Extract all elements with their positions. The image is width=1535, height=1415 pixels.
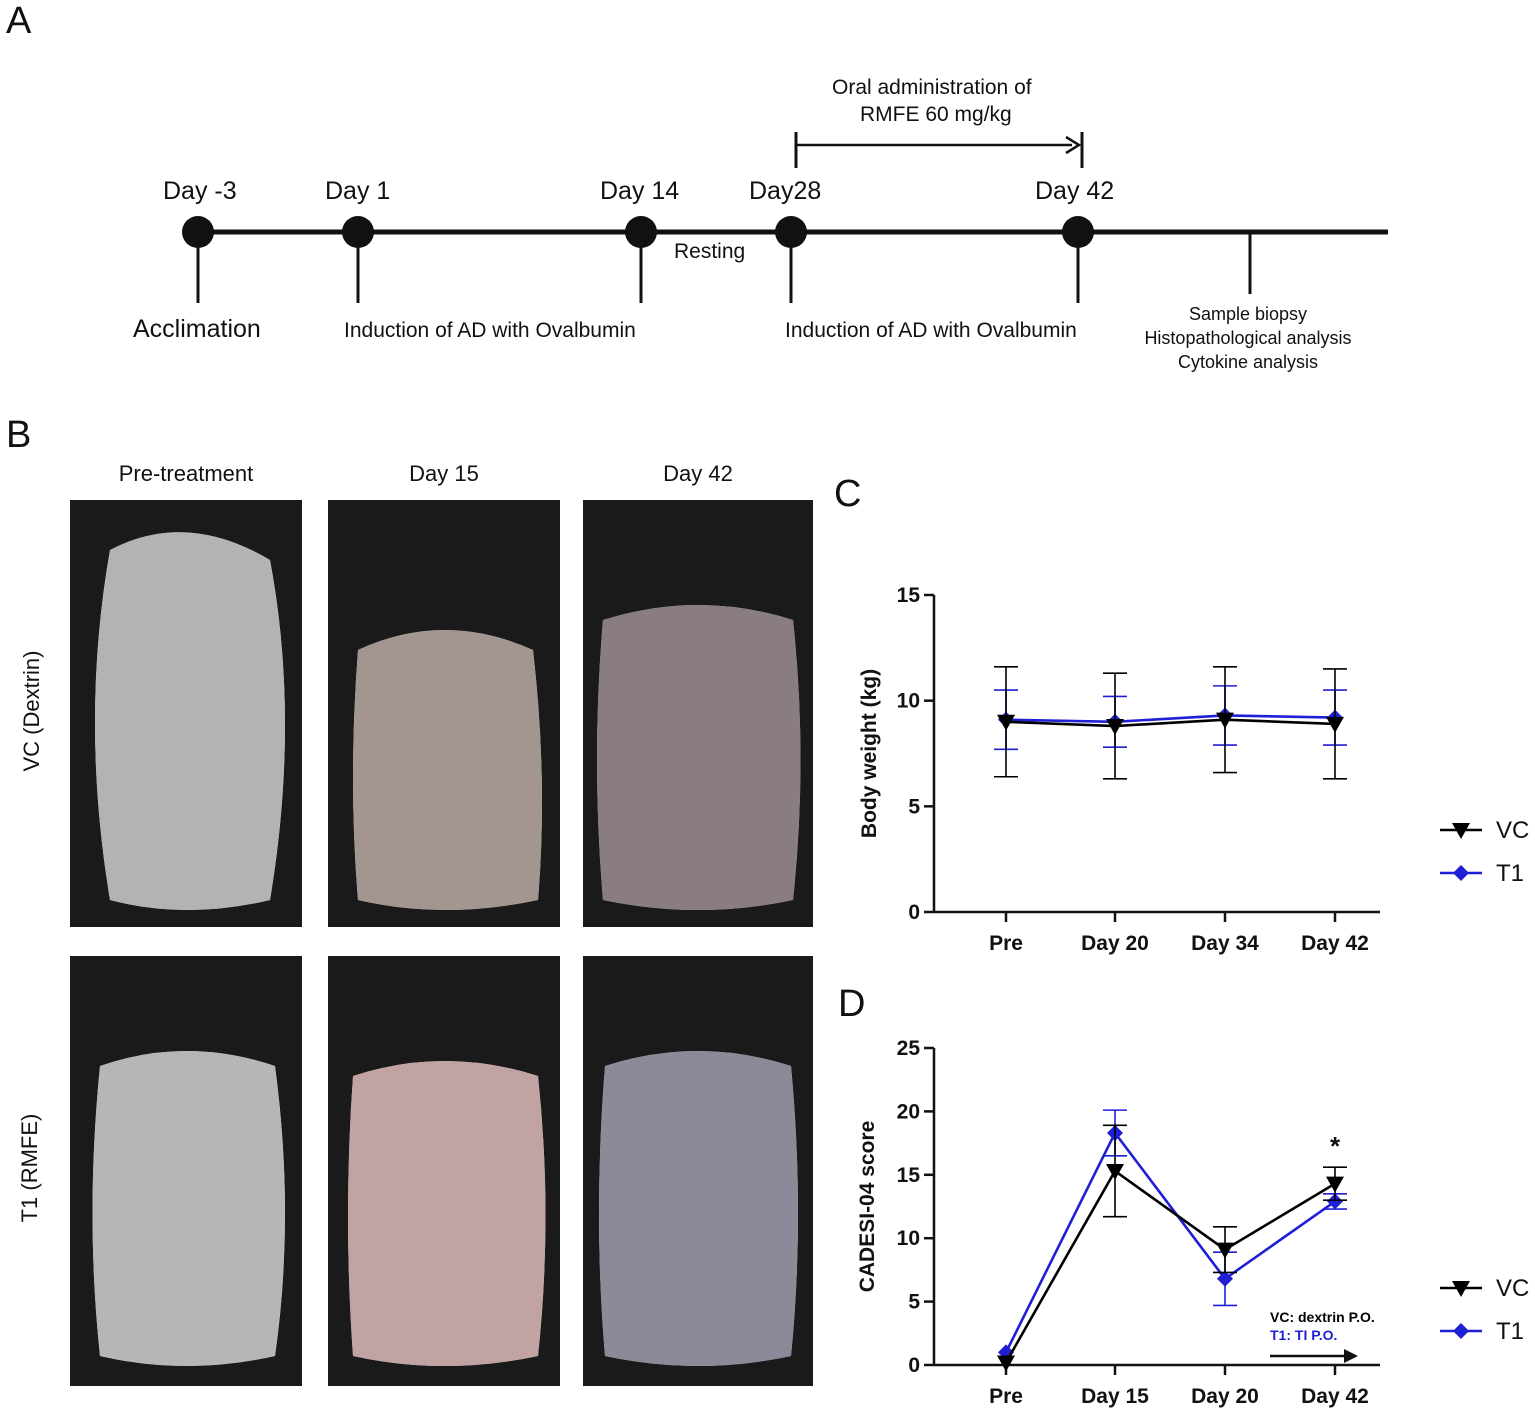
oral-administration-line1: Oral administration of <box>832 76 1032 99</box>
row-label-t1: T1 (RMFE) <box>17 1113 42 1223</box>
legend-marker-vc <box>1452 1281 1470 1297</box>
panel-a-label: A <box>6 0 32 42</box>
induction-label-2: Induction of AD with Ovalbumin <box>785 319 1077 342</box>
legend-marker-vc <box>1452 823 1470 839</box>
cytokine-label: Cytokine analysis <box>1177 352 1319 372</box>
x-tick-label: Day 42 <box>1301 1385 1369 1408</box>
y-tick-label: 25 <box>897 1037 921 1060</box>
body-weight-chart: 0 5 10 15 Pre Day 20 Day 34 Day 42 Body weight (… <box>858 584 1529 955</box>
photo-t1-pretreatment <box>70 956 302 1386</box>
resting-label: Resting <box>674 240 746 263</box>
histopathology-label: Histopathological analysis <box>1144 328 1352 348</box>
series-line-t1 <box>1004 1130 1336 1353</box>
y-axis-label: CADESI-04 score <box>856 1121 879 1293</box>
data-point-t1 <box>1217 1270 1233 1287</box>
photo-vc-day42 <box>583 500 813 927</box>
sample-biopsy-label: Sample biopsy <box>1188 304 1308 324</box>
photo-t1-day42 <box>583 956 813 1386</box>
y-axis-label: Body weight (kg) <box>858 669 881 838</box>
column-title-day15: Day 15 <box>409 461 479 486</box>
x-tick-label: Pre <box>989 932 1023 955</box>
y-tick-label: 15 <box>897 1164 921 1187</box>
day28-label: Day28 <box>749 177 822 205</box>
y-tick-label: 20 <box>897 1100 920 1123</box>
y-tick-label: 10 <box>897 1227 920 1250</box>
note-t1: T1: TI P.O. <box>1270 1327 1337 1343</box>
timeline-dot-day28 <box>775 216 807 248</box>
data-point-vc <box>1216 712 1234 729</box>
column-title-day42: Day 42 <box>663 461 733 486</box>
data-point-t1 <box>1327 1193 1343 1210</box>
induction-label-1: Induction of AD with Ovalbumin <box>344 319 636 342</box>
series-line-vc <box>1005 718 1336 728</box>
data-point-vc <box>997 714 1015 731</box>
panel-b-label: B <box>6 414 32 456</box>
y-tick-label: 10 <box>897 690 920 713</box>
timeline-dot-day14 <box>625 216 657 248</box>
x-tick-label: Day 20 <box>1191 1385 1259 1408</box>
x-tick-label: Day 34 <box>1191 932 1259 955</box>
data-point-vc <box>997 1355 1015 1372</box>
timeline-dot-day-minus3 <box>182 216 214 248</box>
treatment-arrow-head <box>1344 1349 1358 1363</box>
timeline-dot-day1 <box>342 216 374 248</box>
legend-label-t1: T1 <box>1496 1318 1524 1345</box>
day42-label: Day 42 <box>1035 177 1115 205</box>
day14-label: Day 14 <box>600 177 680 205</box>
x-tick-label: Day 15 <box>1081 1385 1149 1408</box>
day1-label: Day 1 <box>325 177 391 205</box>
note-vc: VC: dextrin P.O. <box>1270 1309 1375 1325</box>
y-tick-label: 15 <box>897 584 921 607</box>
timeline-graphic <box>182 132 1388 303</box>
legend-marker-t1 <box>1453 1323 1469 1339</box>
legend-label-vc: VC <box>1496 1275 1529 1302</box>
row-label-vc: VC (Dextrin) <box>19 650 44 772</box>
panel-c-label: C <box>834 473 862 515</box>
cadesi-chart: 0 5 10 15 20 25 Pre Day 15 Day 20 Day 42 CADESI-04… <box>856 1037 1529 1408</box>
y-tick-label: 0 <box>908 901 920 924</box>
photo-t1-day15 <box>328 956 560 1386</box>
legend-label-vc: VC <box>1496 817 1529 844</box>
photo-vc-day15 <box>328 500 560 927</box>
x-tick-label: Pre <box>989 1385 1023 1408</box>
y-tick-label: 0 <box>908 1354 920 1377</box>
acclimation-label: Acclimation <box>133 315 261 343</box>
panel-d-label: D <box>838 983 866 1025</box>
legend-marker-t1 <box>1453 865 1469 881</box>
data-point-vc <box>1326 1176 1344 1193</box>
day-minus3-label: Day -3 <box>163 177 237 205</box>
data-point-vc <box>1326 716 1344 733</box>
y-tick-label: 5 <box>908 795 920 818</box>
data-point-vc <box>1106 1163 1124 1180</box>
significance-asterisk: * <box>1330 1131 1341 1161</box>
column-title-pretreatment: Pre-treatment <box>118 461 254 486</box>
oral-administration-line2: RMFE 60 mg/kg <box>860 103 1012 126</box>
legend-label-t1: T1 <box>1496 860 1524 887</box>
data-point-vc <box>1216 1242 1234 1259</box>
x-tick-label: Day 42 <box>1301 932 1369 955</box>
data-point-t1 <box>998 1344 1014 1361</box>
series-line-t1 <box>1005 714 1336 724</box>
x-tick-label: Day 20 <box>1081 932 1149 955</box>
timeline-dot-day42 <box>1062 216 1094 248</box>
series-line-vc <box>1004 1169 1336 1364</box>
y-tick-label: 5 <box>908 1291 920 1314</box>
data-point-vc <box>1106 719 1124 736</box>
photo-vc-pretreatment <box>70 500 302 927</box>
